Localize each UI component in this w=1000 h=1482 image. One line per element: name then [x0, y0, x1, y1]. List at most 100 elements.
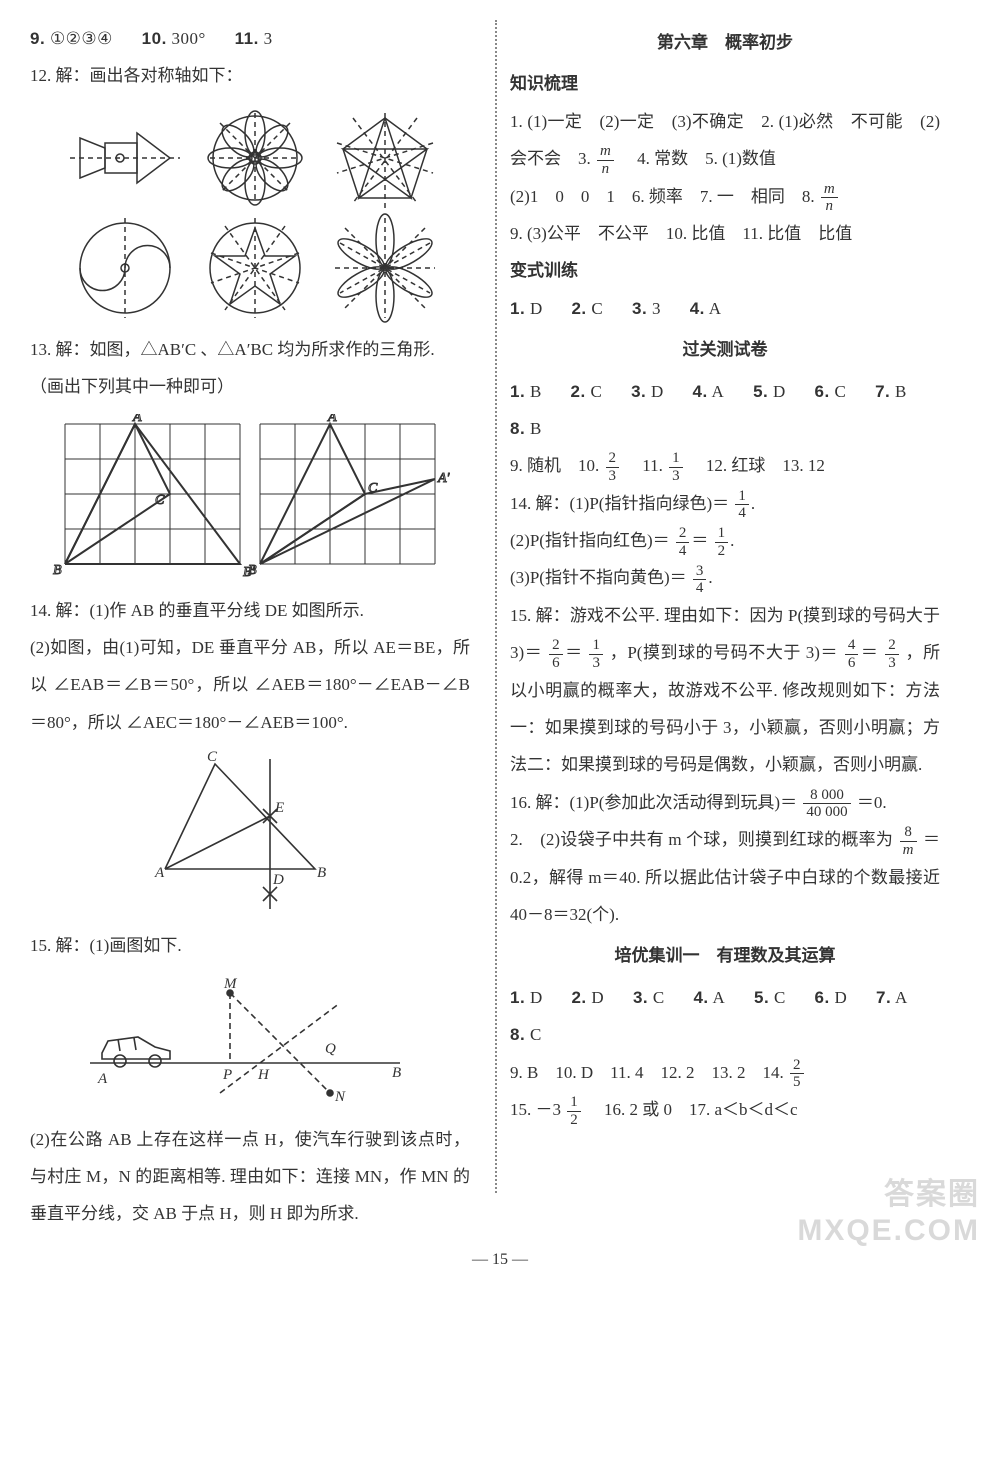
q15-2: (2)在公路 AB 上存在这样一点 H，使汽车行驶到该点时，与村庄 M，N 的距…: [30, 1121, 470, 1233]
s4a4: A: [712, 988, 725, 1007]
sec3-row1: 1. B 2. C 3. D 4. A 5. D 6. C 7. B 8. B: [510, 373, 940, 448]
s4r3b: 16. 2 或 0 17. a＜b＜d＜c: [587, 1100, 798, 1119]
s2a1: D: [530, 299, 543, 318]
s2a2: C: [591, 299, 603, 318]
svg-text:C: C: [155, 493, 165, 508]
svg-text:A′: A′: [437, 471, 450, 486]
sec4-title: 培优集训一 有理数及其运算: [510, 937, 940, 974]
q14-1: 14. 解：(1)作 AB 的垂直平分线 DE 如图所示.: [30, 592, 470, 629]
svg-text:A: A: [154, 865, 165, 881]
s2n4: 4.: [690, 299, 705, 318]
q16ra2: ＝0.: [857, 793, 887, 812]
s4a3: C: [653, 988, 665, 1007]
q15fr2: 46: [845, 637, 859, 671]
q13b-text: （画出下列其中一种即可）: [30, 368, 470, 405]
s3n6: 6.: [815, 382, 830, 401]
q15fr1: 26: [549, 637, 563, 671]
s4n7: 7.: [876, 988, 891, 1007]
q14rc: (3)P(指针不指向黄色)＝: [510, 568, 687, 587]
s3n1: 1.: [510, 382, 525, 401]
s3n5: 5.: [753, 382, 768, 401]
q13-figures: A B C B′ A: [30, 414, 470, 584]
s3a1: B: [530, 382, 542, 401]
left-column: 9. ①②③④ 10. 300° 11. 3 12. 解：画出各对称轴如下：: [30, 20, 485, 1233]
sec1-l1b: 4. 常数 5. (1)数值: [620, 149, 776, 168]
s4a6: D: [834, 988, 847, 1007]
svg-text:C: C: [368, 481, 378, 496]
svg-text:D: D: [272, 872, 284, 888]
symmetry-figures-svg: [60, 103, 440, 323]
svg-text:B: B: [53, 563, 62, 578]
s3r2c: 12. 红球 13. 12: [689, 456, 825, 475]
s3a3: D: [651, 382, 664, 401]
s4n3: 3.: [633, 988, 648, 1007]
s2n3: 3.: [632, 299, 647, 318]
svg-text:B: B: [317, 865, 326, 881]
s3n3: 3.: [631, 382, 646, 401]
svg-text:B: B: [392, 1065, 401, 1081]
s4n5: 5.: [754, 988, 769, 1007]
sec2-title: 变式训练: [510, 252, 940, 289]
answers-line-1: 9. ①②③④ 10. 300° 11. 3: [30, 20, 470, 57]
q14rb: (2)P(指针指向红色)＝: [510, 531, 670, 550]
q16fr2: 8m: [900, 824, 917, 858]
s3n8: 8.: [510, 419, 525, 438]
s4n8: 8.: [510, 1025, 525, 1044]
s4n2: 2.: [571, 988, 586, 1007]
s4a7: A: [895, 988, 908, 1007]
sec2-answers: 1. D 2. C 3. 3 4. A: [510, 290, 940, 327]
frac-11: 13: [669, 450, 683, 484]
q9-num: 9.: [30, 29, 45, 48]
q14ra: 14. 解：(1)P(指针指向绿色)＝: [510, 494, 729, 513]
sec4-row2: 9. B 10. D 11. 4 12. 2 13. 2 14. 25: [510, 1054, 940, 1091]
q15r: 15. 解：游戏不公平. 理由如下：因为 P(摸到球的号码大于 3)＝ 26＝ …: [510, 597, 940, 784]
right-column: 第六章 概率初步 知识梳理 1. (1)一定 (2)一定 (3)不确定 2. (…: [485, 20, 940, 1233]
s4n4: 4.: [693, 988, 708, 1007]
q16ra: 16. 解：(1)P(参加此次活动得到玩具)＝: [510, 793, 797, 812]
q16fr1: 8 00040 000: [803, 787, 850, 821]
q15rmid: ，P(摸到球的号码不大于 3)＝: [610, 643, 838, 662]
q16r2: 2. (2)设袋子中共有 m 个球，则摸到红球的概率为 8m ＝0.2，解得 m…: [510, 821, 940, 933]
q14fr2b: 12: [715, 525, 729, 559]
q14-figure: C E A B D: [30, 749, 470, 919]
q10-num: 10.: [142, 29, 167, 48]
s3a8: B: [530, 419, 542, 438]
s4a8: C: [530, 1025, 542, 1044]
q12-figures: [30, 103, 470, 323]
pagenum-value: 15: [492, 1251, 508, 1268]
s2a3: 3: [652, 299, 661, 318]
triangle-de-svg: C E A B D: [145, 749, 355, 919]
q11-num: 11.: [235, 29, 259, 48]
s4r3a: 15. －3: [510, 1100, 565, 1119]
q9-ans: ①②③④: [50, 29, 113, 48]
car-road-svg: A M P H Q N B: [80, 973, 420, 1113]
svg-text:B: B: [248, 563, 257, 578]
q14fr1: 14: [735, 488, 749, 522]
page-number: — 15 —: [0, 1251, 1000, 1269]
s2n2: 2.: [571, 299, 586, 318]
q13-text: 13. 解：如图，△AB′C 、△A′BC 均为所求作的三角形.: [30, 331, 470, 368]
sec1-l2: (2)1 0 0 1 6. 频率 7. 一 相同 8. mn: [510, 178, 940, 215]
q14r: 14. 解：(1)P(指针指向绿色)＝ 14.: [510, 485, 940, 522]
q15fr2b: 23: [885, 637, 899, 671]
svg-text:H: H: [257, 1067, 270, 1083]
sec1-l2a: (2)1 0 0 1 6. 频率 7. 一 相同 8.: [510, 187, 819, 206]
s3r2b: 11.: [625, 456, 667, 475]
svg-text:A: A: [132, 414, 142, 425]
q10-ans: 300°: [172, 29, 206, 48]
svg-text:A: A: [327, 414, 337, 425]
column-divider: [495, 20, 497, 1193]
q11-ans: 3: [264, 29, 273, 48]
frac-mn-2: mn: [821, 181, 838, 215]
q14fr2a: 24: [676, 525, 690, 559]
s3n7: 7.: [875, 382, 890, 401]
sec4-row3: 15. －3 12 16. 2 或 0 17. a＜b＜d＜c: [510, 1091, 940, 1128]
frac-14: 25: [790, 1057, 804, 1091]
q12-text: 12. 解：画出各对称轴如下：: [30, 57, 470, 94]
s3a7: B: [895, 382, 907, 401]
s3n2: 2.: [571, 382, 586, 401]
svg-text:P: P: [222, 1067, 232, 1083]
sec3-title: 过关测试卷: [510, 331, 940, 368]
frac-15: 12: [567, 1094, 581, 1128]
q15fr1b: 13: [589, 637, 603, 671]
